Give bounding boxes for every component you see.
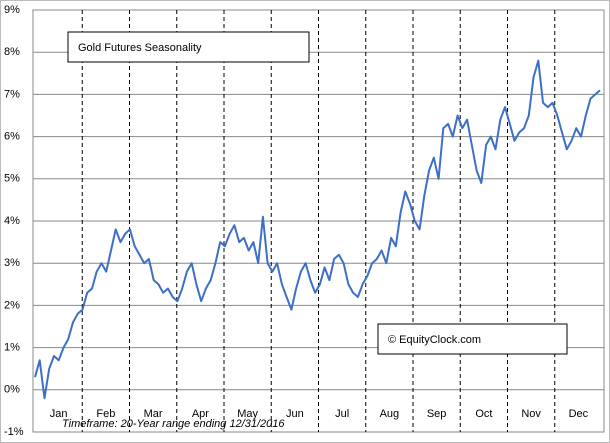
chart-title: Gold Futures Seasonality (78, 42, 202, 54)
series-line (34, 59, 601, 400)
title-box: Gold Futures Seasonality (67, 31, 310, 63)
y-tick-label: 7% (4, 88, 20, 100)
x-tick-label: Aug (380, 408, 400, 420)
y-tick-label: 8% (4, 46, 20, 58)
copyright-frame (377, 323, 568, 355)
x-tick-label: Feb (96, 408, 115, 420)
x-tick-label: Sep (427, 408, 447, 420)
x-tick-label: Dec (569, 408, 589, 420)
title-frame (67, 31, 310, 63)
x-tick-label: Mar (144, 408, 163, 420)
y-tick-label: 6% (4, 131, 20, 143)
y-tick-label: 2% (4, 299, 20, 311)
y-tick-label: 4% (4, 215, 20, 227)
y-tick-label: 3% (4, 257, 20, 269)
x-tick-label: Oct (475, 408, 492, 420)
x-tick-label: Jan (50, 408, 68, 420)
x-tick-label: Jul (335, 408, 349, 420)
y-tick-label: -1% (4, 426, 24, 438)
y-tick-label: 9% (4, 4, 20, 16)
x-tick-label: Apr (192, 408, 209, 420)
x-tick-label: May (237, 408, 258, 420)
copyright-box: © EquityClock.com (377, 323, 568, 355)
copyright: © EquityClock.com (388, 334, 481, 346)
timeframe-note: Timeframe: 20-Year range ending 12/31/20… (62, 418, 285, 430)
y-tick-label: 1% (4, 342, 20, 354)
x-tick-label: Nov (521, 408, 541, 420)
x-tick-label: Jun (286, 408, 304, 420)
y-tick-label: 5% (4, 173, 20, 185)
y-tick-label: 0% (4, 384, 20, 396)
